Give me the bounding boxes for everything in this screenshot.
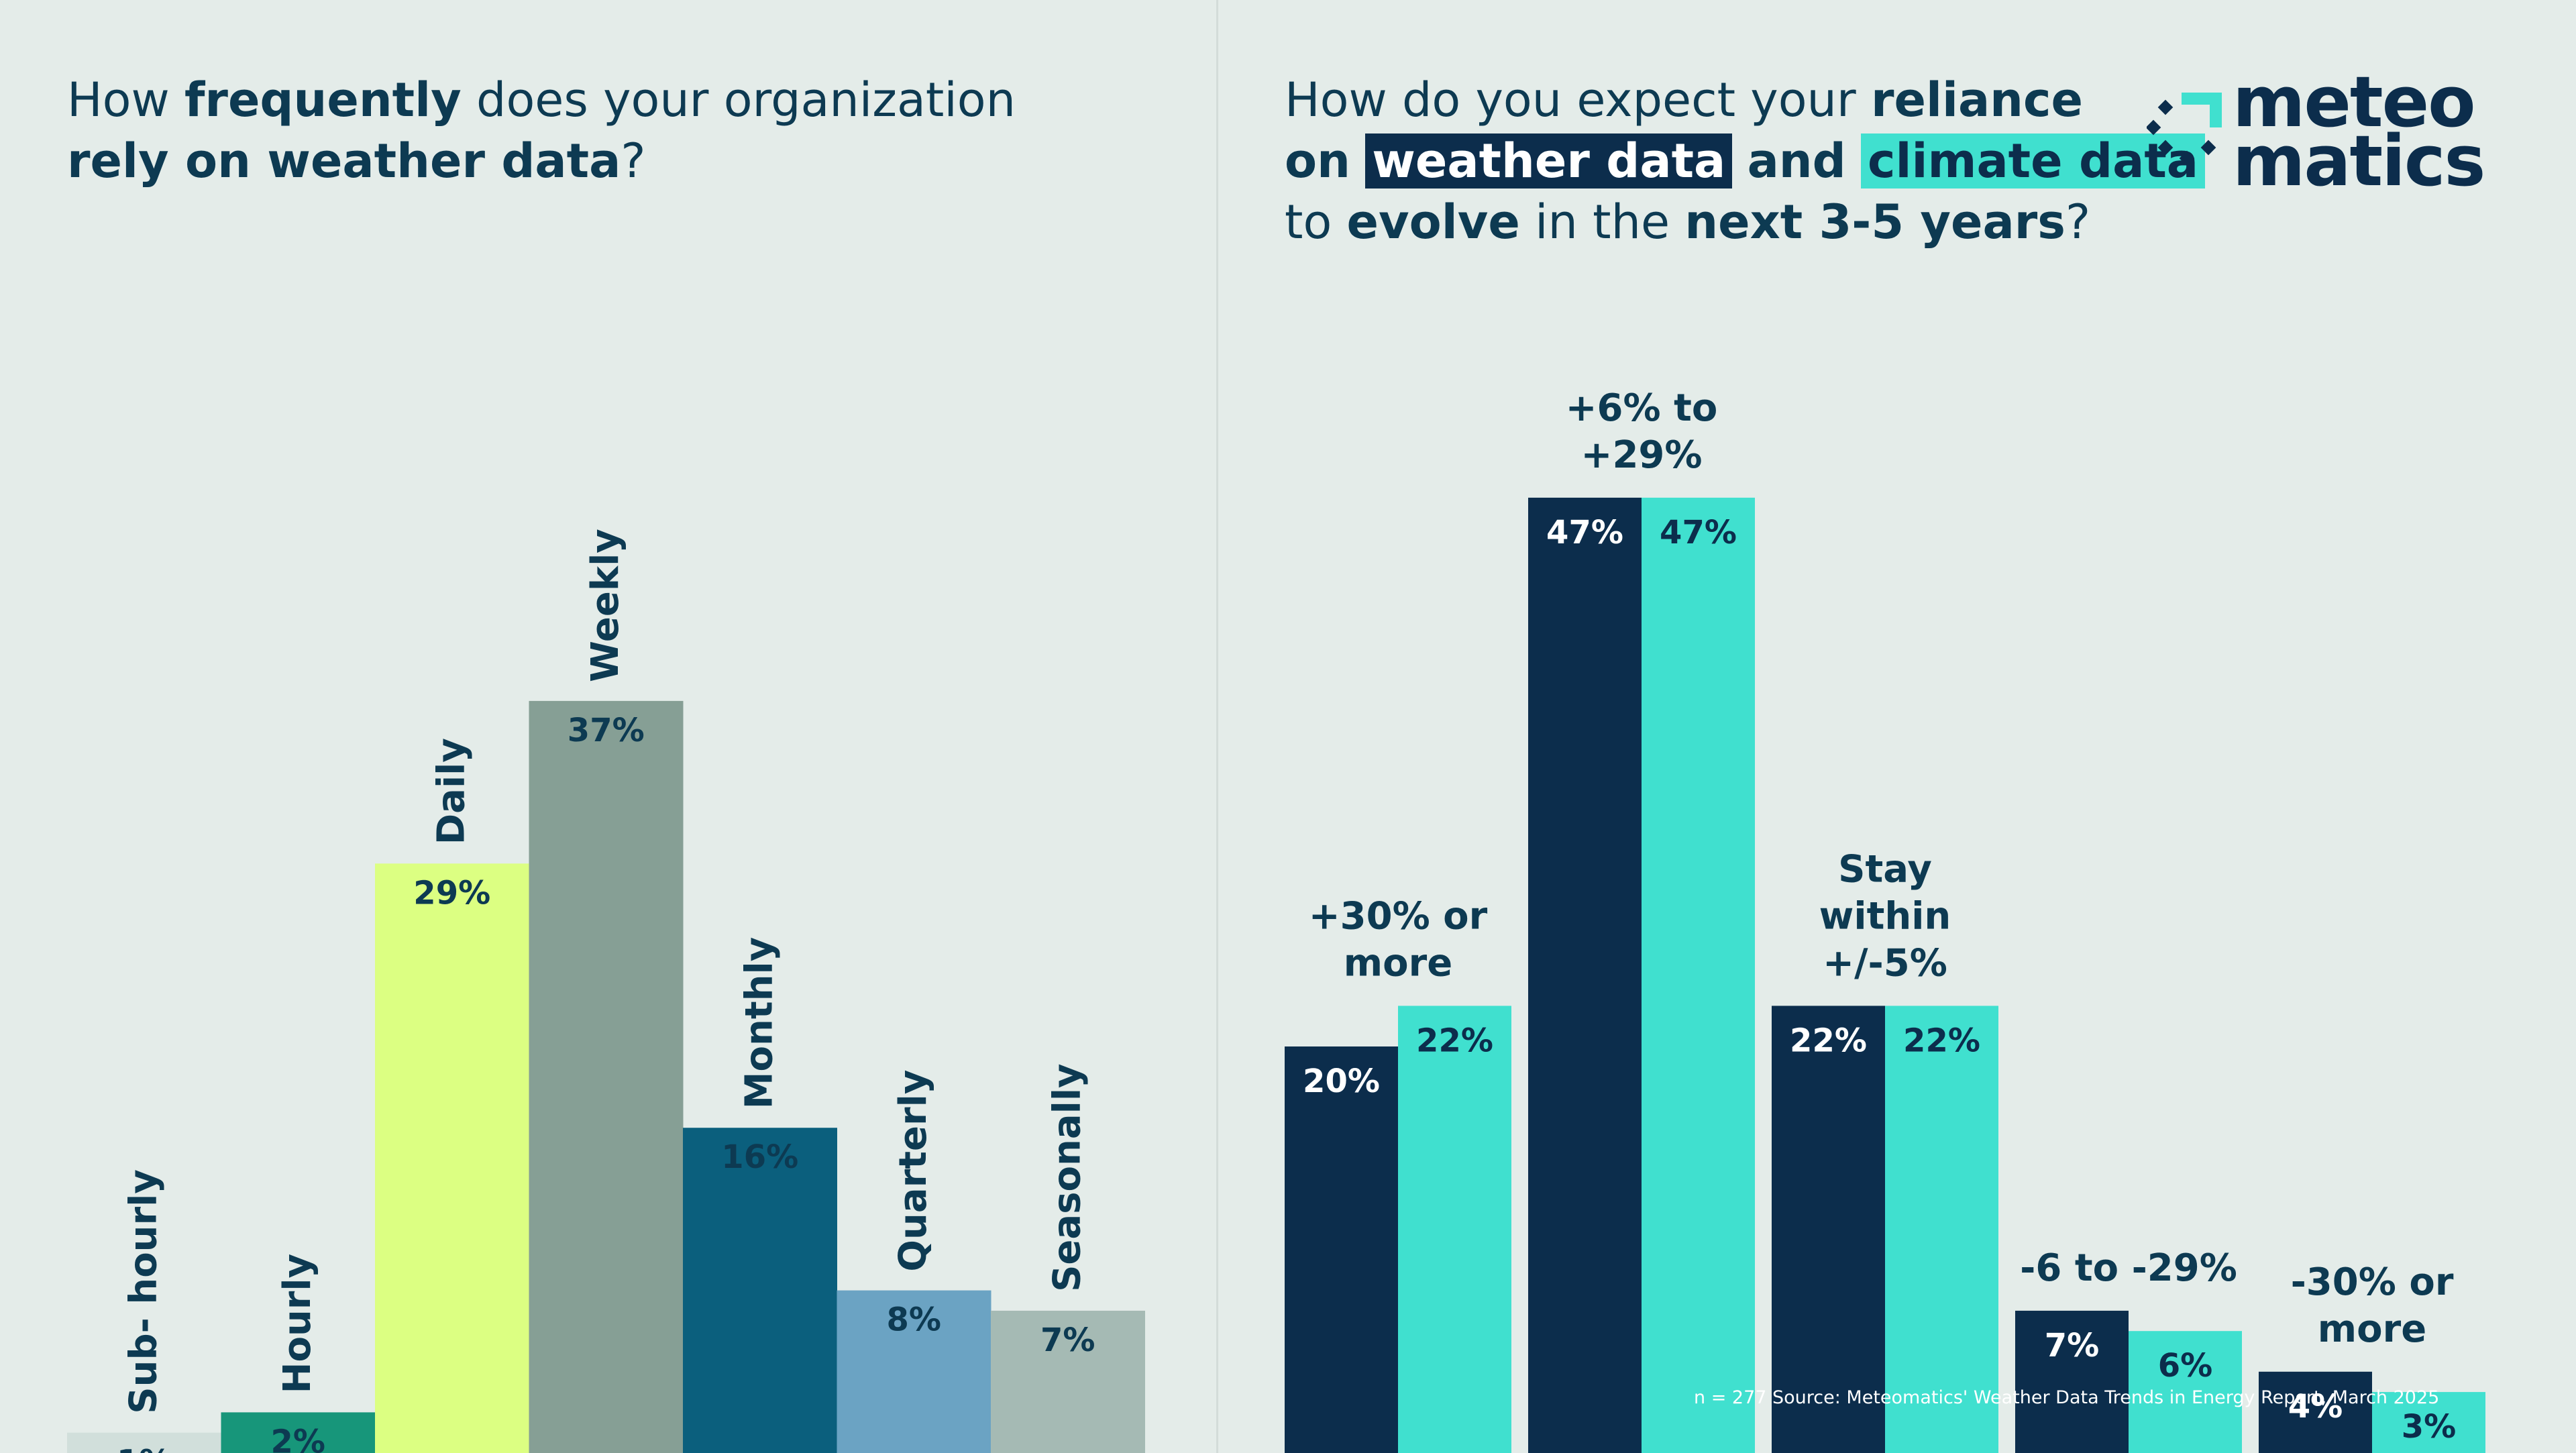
right-title-part-7: and: [1747, 133, 1846, 189]
bar-value-label: 22%: [1416, 1022, 1493, 1059]
bar-value-label: 37%: [568, 712, 645, 749]
bar-value-label: 6%: [2158, 1347, 2213, 1385]
bar-value-label: 3%: [2402, 1408, 2457, 1446]
bar-value-label: 22%: [1903, 1022, 1980, 1059]
source-footnote: n = 277 Source: Meteomatics' Weather Dat…: [1694, 1387, 2440, 1408]
bar-climate: [2129, 1331, 2242, 1453]
right-title-part-5: weather data: [1365, 133, 1733, 189]
right-title-part-1: reliance: [1870, 72, 2083, 127]
bar: [837, 1290, 991, 1453]
right-title-part-14: next 3-5 years: [1684, 195, 2065, 250]
category-label: -30% or: [2291, 1260, 2454, 1304]
category-label: Quarterly: [892, 1070, 935, 1272]
bar-value-label: 2%: [271, 1423, 326, 1453]
category-label: Daily: [430, 738, 474, 845]
left-title-part-2: does your organization: [461, 72, 1016, 127]
bar-climate: [1885, 1006, 1998, 1453]
bar-value-label: 47%: [1660, 514, 1737, 551]
category-label: more: [1344, 941, 1452, 985]
bar-value-label: 4%: [2288, 1388, 2343, 1425]
bar-weather: [1772, 1006, 1885, 1453]
right-title-part-13: in the: [1519, 195, 1685, 250]
right-title-part-12: evolve: [1346, 195, 1520, 250]
right-title-part-0: How do you expect your: [1285, 72, 1871, 127]
category-label: Sub- hourly: [122, 1169, 166, 1414]
bar: [529, 700, 684, 1453]
left-title-part-1: frequently: [184, 72, 462, 127]
bar-weather: [2015, 1310, 2129, 1453]
right-title-part-11: to: [1285, 195, 1347, 250]
left-title-part-5: ?: [621, 133, 646, 189]
bar-weather: [2259, 1371, 2372, 1453]
category-label: more: [2318, 1307, 2426, 1351]
category-label: within: [1819, 894, 1951, 938]
right-title-part-9: climate data: [1861, 133, 2206, 189]
category-label: Stay: [1838, 847, 1932, 891]
left-chart-title: How frequently does your organization rel…: [67, 70, 1016, 192]
bar: [221, 1412, 376, 1453]
bar-climate: [1398, 1006, 1511, 1453]
bar-value-label: 16%: [721, 1138, 798, 1176]
left-title-part-0: How: [67, 72, 184, 127]
bar-value-label: 20%: [1303, 1063, 1380, 1100]
bar-value-label: 1%: [117, 1444, 172, 1453]
logo-mark-icon: [2147, 93, 2222, 166]
bar-value-label: 7%: [2045, 1327, 2100, 1364]
right-title-part-3: on: [1285, 133, 1350, 189]
bar: [991, 1310, 1145, 1453]
category-label: Weekly: [584, 529, 627, 682]
category-label: +30% or: [1309, 894, 1488, 938]
meteomatics-logo: meteo matics: [2147, 67, 2509, 201]
category-label: Monthly: [738, 937, 782, 1109]
bar-value-label: 29%: [413, 874, 490, 912]
category-label: +/-5%: [1823, 941, 1947, 985]
right-chart-title: How do you expect your reliance on weathe…: [1285, 70, 2206, 253]
bar: [683, 1128, 837, 1453]
bar: [67, 1432, 221, 1453]
bar-value-label: 7%: [1040, 1322, 1095, 1359]
right-title-part-15: ?: [2065, 195, 2091, 250]
logo-text-line2: matics: [2233, 120, 2485, 202]
left-title-part-4: rely on weather data: [67, 133, 621, 189]
bar-weather: [1528, 497, 1642, 1453]
bar-value-label: 8%: [887, 1301, 942, 1339]
category-label: Hourly: [276, 1254, 319, 1394]
bar-weather: [1285, 1046, 1398, 1453]
category-label: Seasonally: [1046, 1063, 1089, 1291]
bar-climate: [1642, 497, 1755, 1453]
bar-climate: [2372, 1392, 2485, 1453]
category-label: -6 to -29%: [2020, 1246, 2237, 1290]
bar-value-label: 22%: [1790, 1022, 1867, 1059]
bar: [375, 863, 529, 1453]
bar-value-label: 47%: [1546, 514, 1623, 551]
logo-text-line1: meteo: [2233, 61, 2476, 143]
panel-divider: [1216, 0, 1218, 1453]
category-label: +6% to: [1566, 386, 1718, 430]
category-label: +29%: [1581, 433, 1703, 477]
